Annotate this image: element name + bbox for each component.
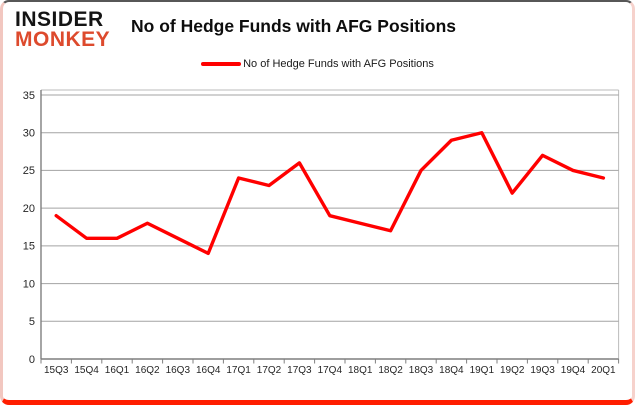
legend: No of Hedge Funds with AFG Positions bbox=[3, 58, 632, 70]
x-tick-label: 16Q2 bbox=[135, 365, 160, 376]
series-line bbox=[54, 131, 606, 256]
x-tick-label: 20Q1 bbox=[591, 365, 616, 376]
x-tick-label: 19Q2 bbox=[500, 365, 525, 376]
y-tick-label: 10 bbox=[23, 278, 35, 290]
x-tick-label: 18Q4 bbox=[439, 365, 464, 376]
x-tick-label: 16Q4 bbox=[196, 365, 221, 376]
x-tick-label: 18Q1 bbox=[348, 365, 373, 376]
x-tick-label: 15Q3 bbox=[44, 365, 69, 376]
x-tick-label: 16Q3 bbox=[166, 365, 191, 376]
x-tick-label: 17Q3 bbox=[287, 365, 312, 376]
y-tick-label: 0 bbox=[29, 354, 35, 366]
y-tick-label: 20 bbox=[23, 203, 35, 215]
y-tick-label: 15 bbox=[23, 241, 35, 253]
logo-insider-text: INSIDER bbox=[15, 8, 104, 31]
insider-monkey-logo: INSIDER MONKEY bbox=[15, 8, 111, 51]
x-tick-label: 17Q4 bbox=[318, 365, 343, 376]
x-tick-label: 16Q1 bbox=[105, 365, 130, 376]
x-tick-label: 19Q1 bbox=[470, 365, 495, 376]
logo-monkey-text: MONKEY bbox=[15, 28, 111, 51]
x-tick-label: 18Q2 bbox=[378, 365, 403, 376]
y-tick-label: 5 bbox=[29, 316, 35, 328]
x-tick-label: 19Q4 bbox=[561, 365, 586, 376]
y-tick-label: 30 bbox=[23, 128, 35, 140]
x-tick-label: 18Q3 bbox=[409, 365, 434, 376]
x-tick-label: 19Q3 bbox=[530, 365, 555, 376]
line-chart: 0 5 10 15 20 25 30 35 15Q3 15Q4 16Q1 16Q2 16Q3 16Q4 17… bbox=[23, 89, 620, 376]
chart-title: No of Hedge Funds with AFG Positions bbox=[131, 16, 457, 36]
y-tick-label: 25 bbox=[23, 165, 35, 177]
x-tick-label: 15Q4 bbox=[74, 365, 99, 376]
x-tick-label: 17Q1 bbox=[226, 365, 251, 376]
legend-line-swatch-icon bbox=[201, 62, 242, 66]
x-tick-label: 17Q2 bbox=[257, 365, 282, 376]
y-tick-label: 35 bbox=[23, 90, 35, 102]
legend-label: No of Hedge Funds with AFG Positions bbox=[243, 58, 434, 70]
